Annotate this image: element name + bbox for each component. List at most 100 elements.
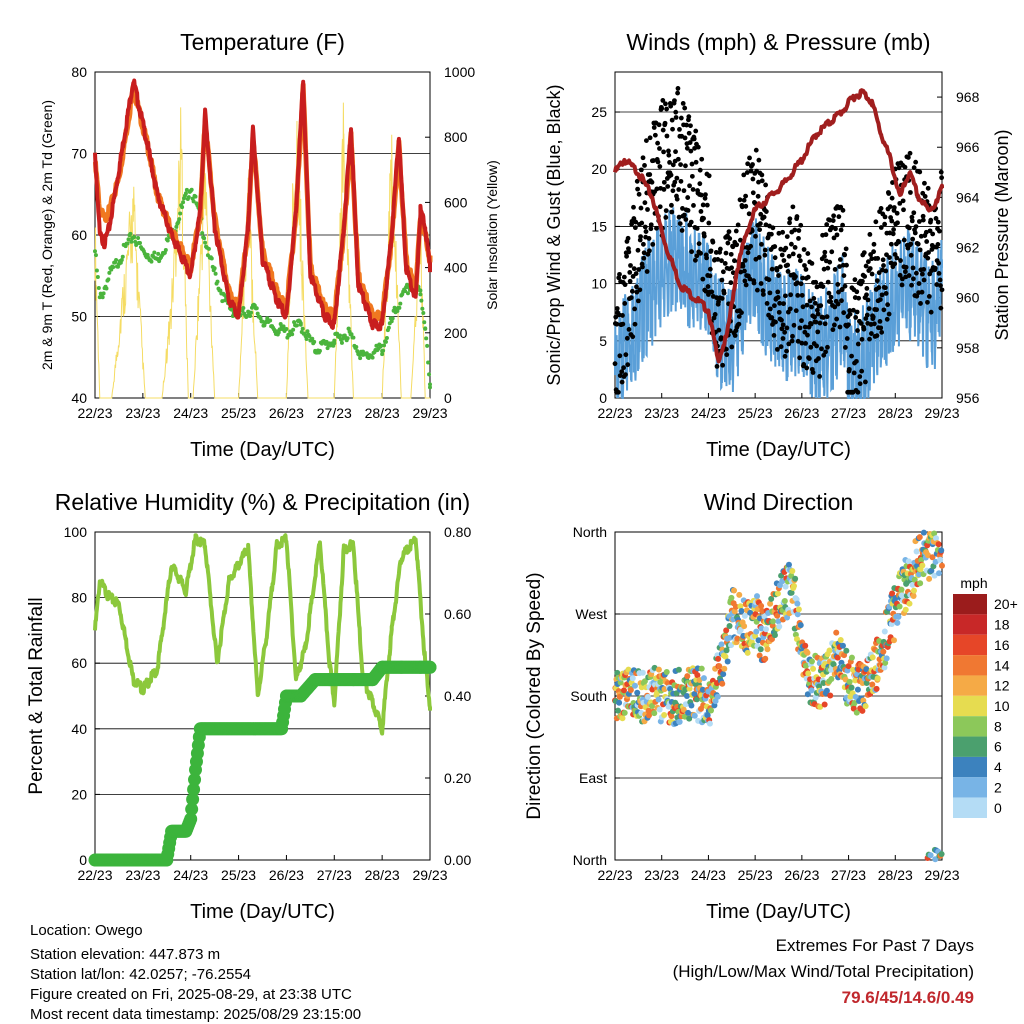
direction-point <box>741 623 748 630</box>
gust-point <box>784 325 790 331</box>
gust-point <box>676 214 682 220</box>
direction-point <box>629 675 636 682</box>
gust-point <box>744 170 750 175</box>
precip-point <box>423 660 437 674</box>
direction-point <box>808 687 815 694</box>
pressure-series-line <box>613 88 944 364</box>
gust-point <box>797 355 803 361</box>
gust-point <box>668 172 674 178</box>
gust-point <box>877 318 883 324</box>
gust-point <box>919 271 925 277</box>
gust-point <box>804 302 810 308</box>
gust-point <box>939 175 945 181</box>
dewpoint-point <box>177 217 182 222</box>
gust-point <box>852 277 858 283</box>
colorbar-swatch <box>953 797 987 818</box>
dewpoint-point <box>106 277 111 282</box>
x-tick-label: 27/23 <box>317 867 352 883</box>
y-tick-label: 40 <box>71 721 87 737</box>
gust-point <box>938 305 944 311</box>
gust-point <box>673 149 678 155</box>
gust-point <box>828 299 834 305</box>
gust-point <box>651 125 657 130</box>
gust-point <box>675 86 681 91</box>
gust-point <box>740 263 746 269</box>
gust-point <box>846 366 852 372</box>
direction-point <box>869 654 876 661</box>
gust-point <box>729 344 735 350</box>
gust-point <box>643 229 649 234</box>
gust-point <box>622 282 628 288</box>
x-tick-label: 23/23 <box>125 405 160 421</box>
gust-point <box>663 101 668 107</box>
dewpoint-point <box>241 305 246 310</box>
y-tick-label: 0 <box>79 852 87 868</box>
direction-point <box>768 595 775 602</box>
direction-point <box>634 689 641 696</box>
gust-point <box>854 358 859 364</box>
gust-point <box>745 161 751 167</box>
direction-point <box>916 571 923 578</box>
direction-point <box>764 646 771 653</box>
gust-point <box>861 250 867 256</box>
direction-point <box>704 712 711 719</box>
direction-point <box>834 654 841 661</box>
gust-point <box>619 379 625 385</box>
gust-point <box>795 338 801 344</box>
gust-point <box>871 241 877 247</box>
gust-point <box>930 231 936 237</box>
gust-point <box>641 241 646 247</box>
gust-point <box>785 262 791 268</box>
direction-point <box>938 851 945 858</box>
gust-point <box>615 389 621 395</box>
gust-point <box>775 295 781 300</box>
direction-point <box>631 682 638 689</box>
x-tick-label: 26/23 <box>269 405 304 421</box>
extremes-title: Extremes For Past 7 Days <box>775 936 974 955</box>
gust-point <box>889 218 895 224</box>
direction-point <box>627 687 634 694</box>
gust-point <box>728 280 734 286</box>
dewpoint-point <box>193 194 198 199</box>
gust-point <box>825 344 830 350</box>
gust-point <box>725 240 731 246</box>
gust-point <box>787 216 793 222</box>
y-tick-label: 60 <box>71 655 87 671</box>
direction-point <box>926 575 933 582</box>
gust-point <box>670 126 675 132</box>
gust-point <box>745 250 751 256</box>
direction-point <box>691 712 698 719</box>
gust-point <box>938 283 943 288</box>
gust-point <box>723 346 729 352</box>
gust-point <box>857 374 863 380</box>
y2-axis-label: Solar Insolation (Yellow) <box>484 160 500 310</box>
direction-point <box>736 591 743 598</box>
gust-point <box>838 227 844 233</box>
gust-point <box>908 252 914 258</box>
direction-point <box>775 618 782 625</box>
colorbar-label: 12 <box>994 678 1010 694</box>
gust-point <box>669 202 674 208</box>
direction-point <box>698 665 705 672</box>
colorbar-label: 16 <box>994 637 1010 653</box>
gust-point <box>903 264 909 270</box>
gust-point <box>834 316 840 322</box>
gust-point <box>762 247 768 253</box>
dewpoint-point <box>364 351 369 356</box>
extremes-subtitle: (High/Low/Max Wind/Total Precipitation) <box>672 962 974 981</box>
gust-point <box>674 175 680 181</box>
gust-point <box>844 336 850 341</box>
direction-point <box>655 696 662 703</box>
dewpoint-point <box>403 289 408 294</box>
direction-point <box>661 712 668 719</box>
gust-point <box>780 322 786 328</box>
gust-point <box>756 255 762 260</box>
gust-point <box>869 271 875 277</box>
footer-created: Figure created on Fri, 2025-08-29, at 23… <box>30 986 352 1003</box>
gust-point <box>637 287 643 293</box>
direction-point <box>852 693 859 700</box>
dewpoint-point <box>423 326 428 331</box>
gust-point <box>644 269 650 274</box>
gust-point <box>906 273 912 278</box>
